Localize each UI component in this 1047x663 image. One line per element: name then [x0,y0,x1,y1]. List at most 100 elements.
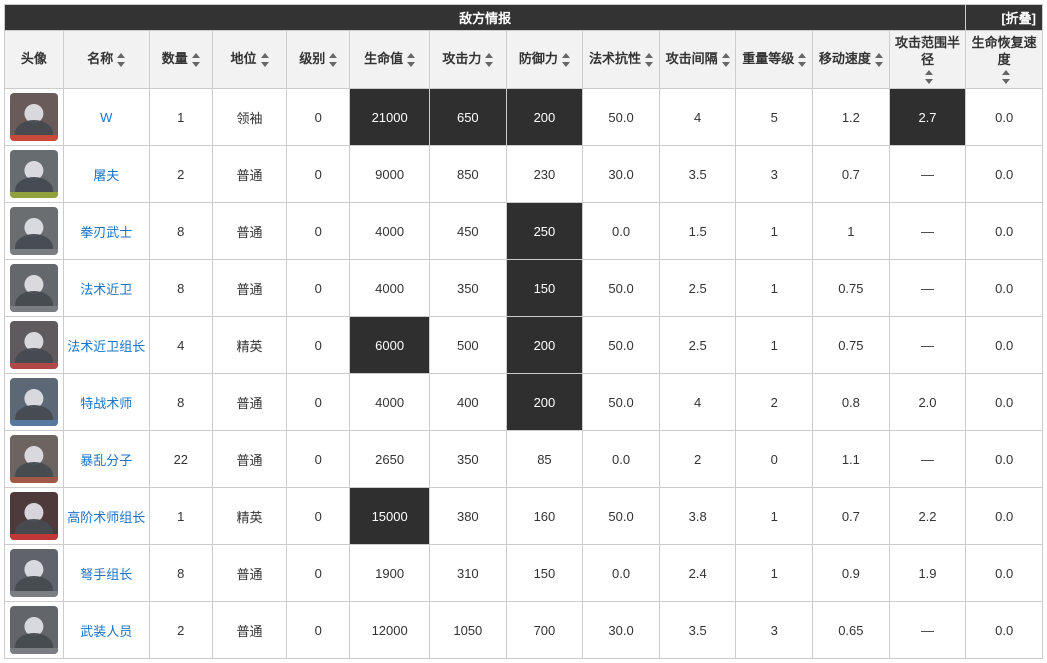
enemy-avatar[interactable] [10,321,58,369]
cell-avatar[interactable] [5,146,64,203]
cell-range: — [889,260,966,317]
cell-name[interactable]: 法术近卫组长 [63,317,149,374]
cell-speed: 0.75 [813,260,890,317]
cell-atk: 350 [430,260,507,317]
cell-res: 0.0 [583,203,660,260]
cell-avatar[interactable] [5,203,64,260]
cell-status: 精英 [212,488,287,545]
cell-name[interactable]: 特战术师 [63,374,149,431]
table-row: 法术近卫8普通0400035015050.02.510.75—0.0 [5,260,1043,317]
enemy-name-link[interactable]: 特战术师 [80,396,132,411]
header-level[interactable]: 级别 [287,31,350,89]
sort-icon [925,70,933,84]
cell-hp: 9000 [350,146,430,203]
cell-avatar[interactable] [5,317,64,374]
cell-qty: 1 [149,89,212,146]
cell-name[interactable]: 暴乱分子 [63,431,149,488]
header-res[interactable]: 法术抗性 [583,31,660,89]
enemy-name-link[interactable]: 拳刃武士 [80,225,132,240]
cell-speed: 1.2 [813,89,890,146]
header-weight[interactable]: 重量等级 [736,31,813,89]
cell-regen: 0.0 [966,545,1043,602]
cell-weight: 1 [736,488,813,545]
header-qty[interactable]: 数量 [149,31,212,89]
cell-qty: 8 [149,545,212,602]
cell-hp: 12000 [350,602,430,659]
header-name[interactable]: 名称 [63,31,149,89]
cell-hp: 21000 [350,89,430,146]
cell-weight: 1 [736,317,813,374]
enemy-avatar[interactable] [10,264,58,312]
cell-weight: 1 [736,260,813,317]
enemy-avatar[interactable] [10,549,58,597]
sort-icon [562,53,570,67]
header-hp[interactable]: 生命值 [350,31,430,89]
header-atk[interactable]: 攻击力 [430,31,507,89]
cell-name[interactable]: 武装人员 [63,602,149,659]
cell-res: 0.0 [583,431,660,488]
cell-interval: 2.5 [659,260,736,317]
enemy-name-link[interactable]: 屠夫 [93,168,119,183]
cell-level: 0 [287,317,350,374]
enemy-avatar[interactable] [10,435,58,483]
header-interval[interactable]: 攻击间隔 [659,31,736,89]
enemy-name-link[interactable]: 弩手组长 [80,567,132,582]
cell-name[interactable]: 高阶术师组长 [63,488,149,545]
header-label: 法术抗性 [589,51,641,68]
cell-name[interactable]: 弩手组长 [63,545,149,602]
cell-avatar[interactable] [5,488,64,545]
enemy-name-link[interactable]: 法术近卫 [80,282,132,297]
cell-weight: 2 [736,374,813,431]
table-row: 弩手组长8普通019003101500.02.410.91.90.0 [5,545,1043,602]
header-label: 头像 [21,51,47,68]
cell-name[interactable]: W [63,89,149,146]
cell-atk: 350 [430,431,507,488]
enemy-avatar[interactable] [10,150,58,198]
header-row: 头像名称数量 地位 级别 生命值攻击力防御力法术抗性 攻击间隔重量等级 移动速度攻击范围半… [5,31,1043,89]
enemy-name-link[interactable]: 法术近卫组长 [67,339,145,354]
enemy-avatar[interactable] [10,93,58,141]
cell-range: — [889,431,966,488]
enemy-avatar[interactable] [10,207,58,255]
enemy-name-link[interactable]: 武装人员 [80,624,132,639]
header-label: 重量等级 [742,51,794,68]
cell-name[interactable]: 法术近卫 [63,260,149,317]
cell-avatar[interactable] [5,602,64,659]
cell-weight: 5 [736,89,813,146]
enemy-name-link[interactable]: W [100,110,112,125]
header-label: 生命恢复速度 [968,35,1040,69]
cell-atk: 380 [430,488,507,545]
cell-res: 50.0 [583,260,660,317]
cell-name[interactable]: 屠夫 [63,146,149,203]
cell-name[interactable]: 拳刃武士 [63,203,149,260]
collapse-toggle[interactable]: [折叠] [1001,11,1036,26]
cell-interval: 2.5 [659,317,736,374]
enemy-name-link[interactable]: 暴乱分子 [80,453,132,468]
enemy-avatar[interactable] [10,606,58,654]
cell-avatar[interactable] [5,260,64,317]
cell-qty: 2 [149,602,212,659]
header-range[interactable]: 攻击范围半径 [889,31,966,89]
enemy-avatar[interactable] [10,492,58,540]
cell-level: 0 [287,89,350,146]
sort-icon [485,53,493,67]
cell-regen: 0.0 [966,602,1043,659]
cell-level: 0 [287,146,350,203]
enemy-avatar[interactable] [10,378,58,426]
cell-status: 普通 [212,545,287,602]
header-label: 级别 [299,51,325,68]
enemy-name-link[interactable]: 高阶术师组长 [67,510,145,525]
cell-qty: 4 [149,317,212,374]
header-speed[interactable]: 移动速度 [813,31,890,89]
cell-avatar[interactable] [5,431,64,488]
cell-avatar[interactable] [5,89,64,146]
cell-avatar[interactable] [5,374,64,431]
cell-avatar[interactable] [5,545,64,602]
cell-qty: 2 [149,146,212,203]
header-status[interactable]: 地位 [212,31,287,89]
header-def[interactable]: 防御力 [506,31,583,89]
cell-weight: 1 [736,545,813,602]
header-label: 地位 [231,51,257,68]
header-regen[interactable]: 生命恢复速度 [966,31,1043,89]
cell-qty: 8 [149,260,212,317]
